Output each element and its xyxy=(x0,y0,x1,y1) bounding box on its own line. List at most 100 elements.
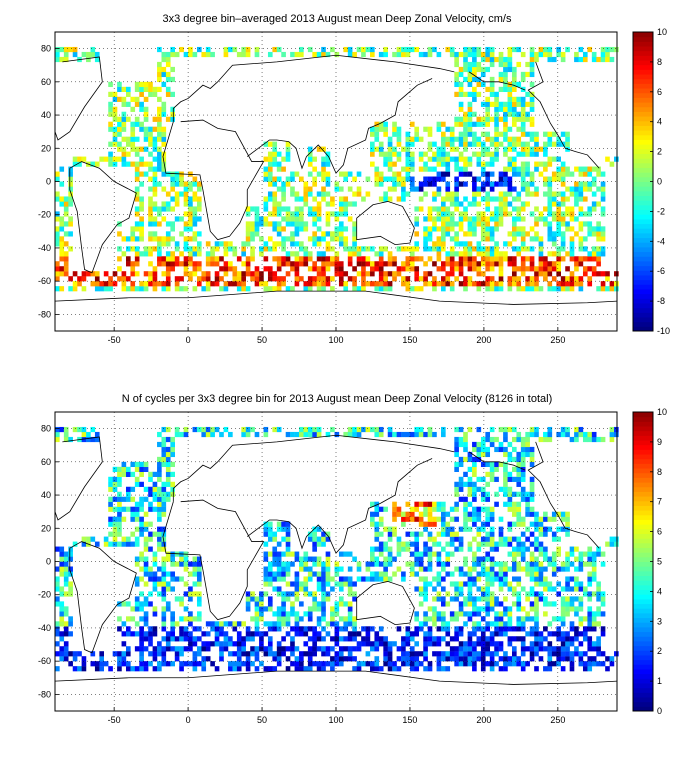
heatmap-cell xyxy=(352,281,357,287)
heatmap-cell xyxy=(321,636,326,642)
heatmap-cell xyxy=(507,176,513,182)
heatmap-cell xyxy=(374,536,380,542)
heatmap-cell xyxy=(560,196,566,202)
heatmap-cell xyxy=(307,531,313,537)
heatmap-cell xyxy=(578,556,584,562)
colorbar-segment xyxy=(633,307,653,313)
heatmap-cell xyxy=(276,241,282,247)
heatmap-cell xyxy=(361,246,366,252)
heatmap-cell xyxy=(511,116,517,122)
heatmap-cell xyxy=(170,171,175,177)
heatmap-cell xyxy=(276,281,282,287)
heatmap-cell xyxy=(582,591,588,597)
heatmap-cell xyxy=(551,661,557,667)
heatmap-cell xyxy=(378,196,384,202)
heatmap-cell xyxy=(130,286,136,292)
heatmap-cell xyxy=(609,161,615,167)
heatmap-cell xyxy=(179,651,184,657)
heatmap-cell xyxy=(454,426,459,433)
heatmap-cell xyxy=(525,61,530,68)
heatmap-cell xyxy=(325,221,331,227)
heatmap-cell xyxy=(472,646,477,652)
heatmap-cell xyxy=(365,566,371,572)
heatmap-cell xyxy=(600,286,606,292)
heatmap-cell xyxy=(152,146,158,152)
heatmap-cell xyxy=(498,571,504,577)
heatmap-cell xyxy=(405,151,411,157)
heatmap-cell xyxy=(401,51,406,58)
heatmap-cell xyxy=(245,266,251,272)
heatmap-cell xyxy=(423,611,428,617)
heatmap-cell xyxy=(148,231,153,237)
heatmap-cell xyxy=(294,206,300,212)
heatmap-cell xyxy=(534,616,539,622)
heatmap-cell xyxy=(596,246,601,252)
heatmap-cell xyxy=(223,46,229,53)
heatmap-cell xyxy=(409,431,415,438)
heatmap-cell xyxy=(272,241,278,247)
heatmap-cell xyxy=(59,241,65,247)
heatmap-cell xyxy=(241,271,246,277)
heatmap-cell xyxy=(272,286,278,292)
heatmap-cell xyxy=(383,121,388,127)
heatmap-cell xyxy=(143,631,149,637)
heatmap-cell xyxy=(241,646,246,652)
heatmap-cell xyxy=(130,496,136,502)
heatmap-cell xyxy=(90,51,96,58)
heatmap-cell xyxy=(463,171,468,177)
heatmap-cell xyxy=(152,176,158,182)
heatmap-cell xyxy=(454,166,459,172)
heatmap-cell xyxy=(347,426,353,433)
heatmap-cell xyxy=(192,251,198,257)
colorbar-segment xyxy=(633,547,653,553)
heatmap-cell xyxy=(511,236,517,242)
heatmap-cell xyxy=(59,571,65,577)
heatmap-cell xyxy=(125,286,131,292)
heatmap-cell xyxy=(529,146,535,152)
heatmap-cell xyxy=(188,186,193,192)
colorbar-segment xyxy=(633,505,653,511)
heatmap-cell xyxy=(267,521,273,527)
heatmap-cell xyxy=(463,621,468,627)
heatmap-cell xyxy=(556,286,561,292)
colorbar-tick-label: 4 xyxy=(657,586,662,596)
heatmap-cell xyxy=(294,571,300,577)
heatmap-cell xyxy=(321,596,326,602)
heatmap-cell xyxy=(294,171,300,177)
heatmap-cell xyxy=(538,256,544,262)
heatmap-cell xyxy=(458,216,464,222)
heatmap-cell xyxy=(458,536,464,542)
heatmap-cell xyxy=(356,261,362,267)
heatmap-cell xyxy=(188,616,193,622)
heatmap-cell xyxy=(250,246,255,252)
heatmap-cell xyxy=(165,116,171,122)
heatmap-cell xyxy=(174,181,180,187)
heatmap-cell xyxy=(418,136,424,142)
heatmap-cell xyxy=(498,116,504,122)
heatmap-cell xyxy=(423,506,428,512)
heatmap-cell xyxy=(81,436,87,443)
heatmap-cell xyxy=(121,251,127,257)
heatmap-cell xyxy=(560,611,566,617)
heatmap-cell xyxy=(290,581,295,587)
heatmap-cell xyxy=(485,221,491,227)
heatmap-cell xyxy=(170,106,175,112)
heatmap-cell xyxy=(272,666,278,672)
heatmap-cell xyxy=(534,216,539,222)
heatmap-cell xyxy=(423,176,428,182)
heatmap-cell xyxy=(356,256,362,262)
heatmap-cell xyxy=(587,596,593,602)
heatmap-cell xyxy=(338,261,344,267)
heatmap-cell xyxy=(587,591,593,597)
heatmap-cell xyxy=(55,261,60,267)
heatmap-cell xyxy=(467,656,473,662)
heatmap-cell xyxy=(55,566,60,572)
heatmap-cell xyxy=(396,541,402,547)
heatmap-cell xyxy=(538,516,544,522)
heatmap-cell xyxy=(574,216,579,222)
heatmap-cell xyxy=(551,586,557,592)
heatmap-cell xyxy=(299,216,304,222)
heatmap-cell xyxy=(511,266,517,272)
heatmap-cell xyxy=(334,186,340,192)
heatmap-cell xyxy=(267,561,273,567)
